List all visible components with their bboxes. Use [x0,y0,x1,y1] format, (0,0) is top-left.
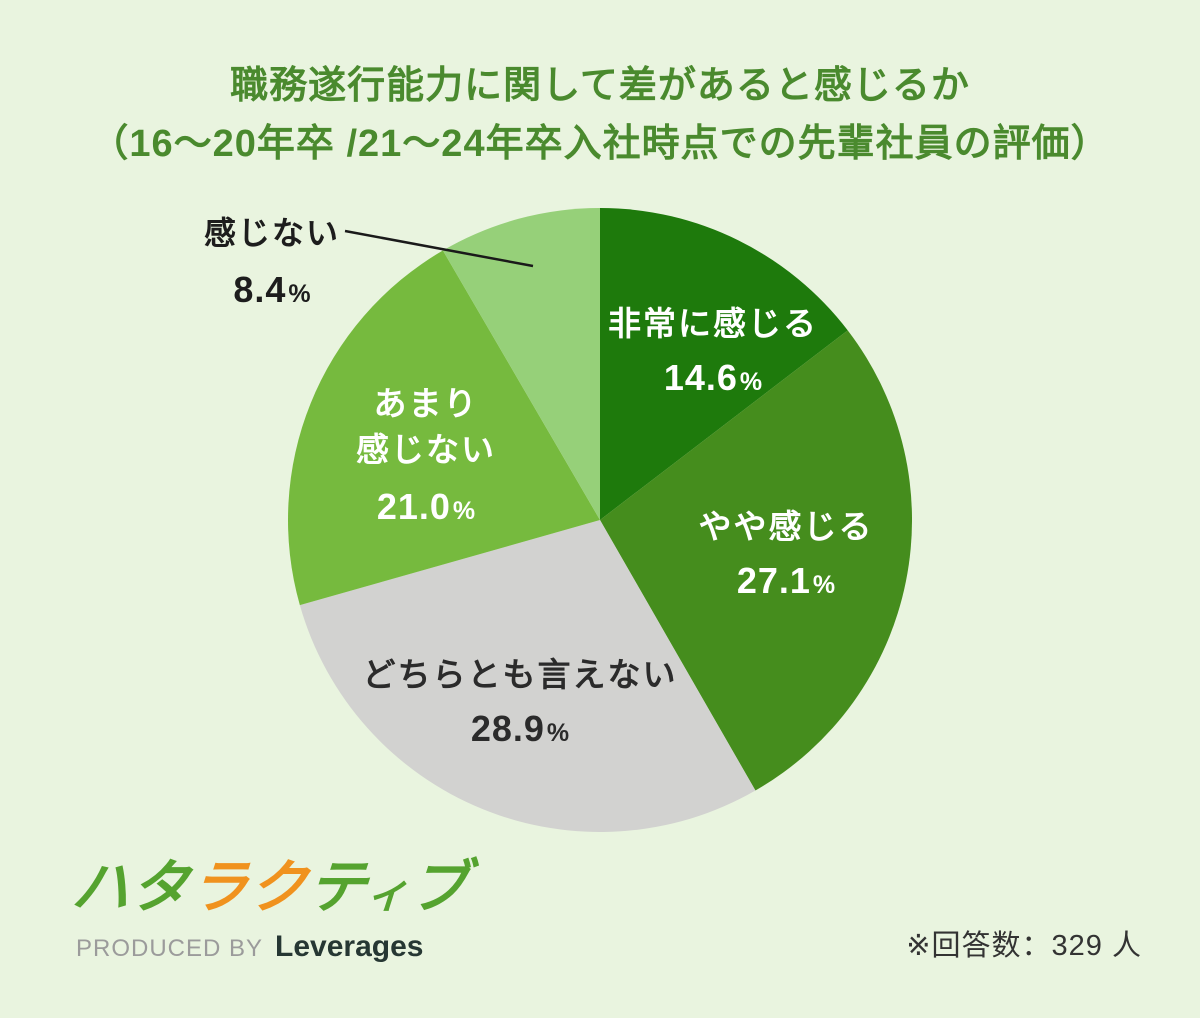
leverages-logo-text: Leverages [275,930,424,963]
slice-percent-number: 14.6 [663,357,738,399]
slice-label-not-at-all: 感じない 8.4% [204,211,340,311]
logo-char: ブ [407,855,472,920]
respondent-count-note: ※回答数：329 人 [906,930,1142,962]
pie-chart [288,208,912,832]
slice-percent: 28.9% [363,708,678,750]
logo-char: ラ [187,855,252,920]
slice-percent: 14.6% [608,357,818,399]
pie-slice-2 [299,520,756,832]
pie-slice-0 [600,208,848,520]
logo-char: ク [246,855,311,920]
chart-title: 職務遂行能力に関して差があると感じるか （16〜20年卒 /21〜24年卒入社時… [0,58,1200,174]
slice-label-neutral: どちらとも言えない 28.9% [363,652,678,750]
slice-label-text: あまり 感じない [356,385,496,469]
slice-percent: 21.0% [356,486,496,528]
logo-char: タ [128,855,193,920]
produced-by-label: PRODUCED BY [76,935,264,962]
slice-label-not-much: あまり 感じない 21.0% [356,381,496,528]
slice-label-somewhat: やや感じる 27.1% [699,504,874,602]
percent-sign: % [288,279,311,308]
hatarakutive-logo: ハタラクティブ [69,855,472,920]
slice-label-text: やや感じる [698,508,874,545]
pie-slices [288,208,912,832]
logo-char: テ [305,855,370,920]
percent-sign: % [812,571,836,600]
logo-char: ィ [365,869,412,916]
percent-sign: % [739,368,763,397]
produced-by-line: PRODUCED BY Leverages [76,930,423,964]
logo-char: ハ [69,855,134,920]
slice-label-text: 非常に感じる [608,305,818,342]
slice-label-text: どちらとも言えない [362,656,678,693]
percent-sign: % [546,719,570,748]
slice-percent: 8.4% [204,269,340,311]
slice-percent-number: 28.9 [470,708,545,750]
slice-label-text: 感じない [203,215,341,251]
callout-line [344,229,534,268]
slice-percent-number: 21.0 [376,486,451,528]
slice-percent-number: 27.1 [736,560,811,602]
pie-slice-1 [600,330,912,791]
chart-title-line1: 職務遂行能力に関して差があると感じるか [230,65,970,107]
percent-sign: % [452,497,476,526]
slice-label-very-much: 非常に感じる 14.6% [608,301,818,399]
pie-slice-3 [288,250,600,606]
chart-title-line2: （16〜20年卒 /21〜24年卒入社時点での先輩社員の評価） [90,122,1110,165]
slice-percent: 27.1% [699,560,874,602]
slice-percent-number: 8.4 [233,268,287,310]
pie-slice-4 [442,208,600,520]
